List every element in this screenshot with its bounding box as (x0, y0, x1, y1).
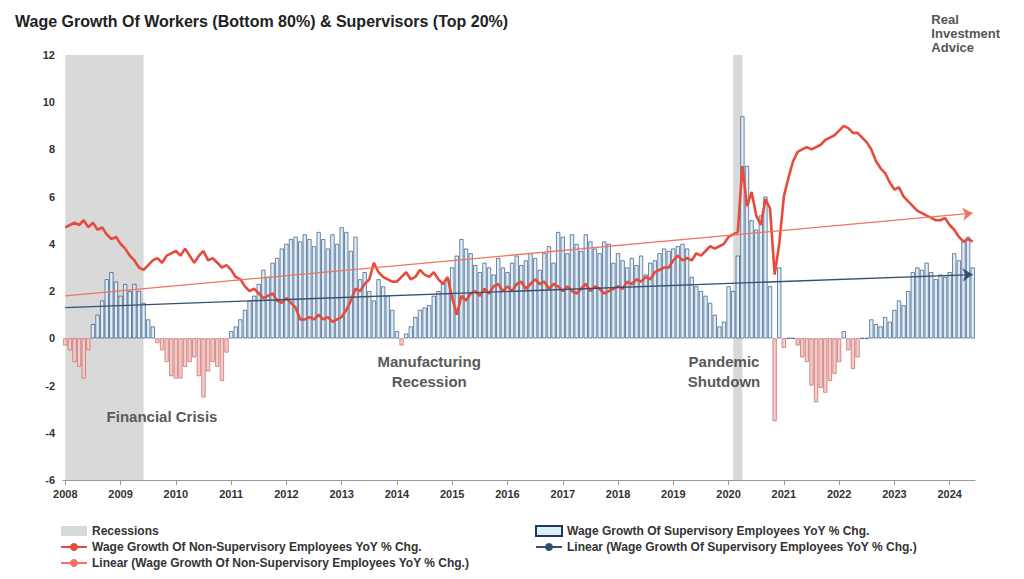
svg-text:2018: 2018 (606, 488, 630, 500)
svg-text:2017: 2017 (551, 488, 575, 500)
svg-text:Pandemic: Pandemic (689, 353, 760, 370)
svg-text:12: 12 (43, 49, 55, 61)
svg-text:Investment: Investment (931, 26, 1000, 41)
svg-text:2019: 2019 (661, 488, 685, 500)
svg-text:Manufacturing: Manufacturing (378, 353, 481, 370)
svg-text:2010: 2010 (164, 488, 188, 500)
svg-text:8: 8 (49, 143, 55, 155)
svg-text:Wage Growth Of Non-Supervisory: Wage Growth Of Non-Supervisory Employees… (92, 540, 422, 554)
svg-text:2: 2 (49, 285, 55, 297)
svg-text:2012: 2012 (274, 488, 298, 500)
svg-text:-4: -4 (45, 427, 56, 439)
svg-text:-2: -2 (45, 380, 55, 392)
svg-text:Wage Growth Of Workers (Bottom: Wage Growth Of Workers (Bottom 80%) & Su… (15, 13, 508, 30)
svg-text:2009: 2009 (108, 488, 132, 500)
svg-text:Linear (Wage Growth Of Supervi: Linear (Wage Growth Of Supervisory Emplo… (567, 540, 917, 554)
svg-text:2011: 2011 (219, 488, 243, 500)
svg-text:4: 4 (49, 238, 56, 250)
svg-text:2015: 2015 (440, 488, 464, 500)
svg-text:2022: 2022 (827, 488, 851, 500)
svg-text:2014: 2014 (385, 488, 410, 500)
svg-text:2016: 2016 (495, 488, 519, 500)
svg-text:2020: 2020 (716, 488, 740, 500)
svg-text:Recessions: Recessions (92, 524, 159, 538)
svg-text:2013: 2013 (329, 488, 353, 500)
svg-text:Recession: Recession (392, 373, 467, 390)
svg-text:6: 6 (49, 191, 55, 203)
svg-text:0: 0 (49, 332, 55, 344)
svg-text:10: 10 (43, 96, 55, 108)
svg-text:2021: 2021 (772, 488, 796, 500)
svg-text:2008: 2008 (53, 488, 77, 500)
svg-text:Financial Crisis: Financial Crisis (107, 408, 218, 425)
svg-text:2023: 2023 (882, 488, 906, 500)
svg-text:Linear (Wage Growth Of Non-Sup: Linear (Wage Growth Of Non-Supervisory E… (92, 556, 469, 570)
svg-text:Advice: Advice (931, 40, 974, 55)
svg-text:Real: Real (931, 12, 958, 27)
svg-text:Shutdown: Shutdown (688, 373, 760, 390)
svg-text:-6: -6 (45, 474, 55, 486)
svg-text:2024: 2024 (937, 488, 962, 500)
svg-text:Wage Growth Of Supervisory Emp: Wage Growth Of Supervisory Employees YoY… (567, 524, 869, 538)
